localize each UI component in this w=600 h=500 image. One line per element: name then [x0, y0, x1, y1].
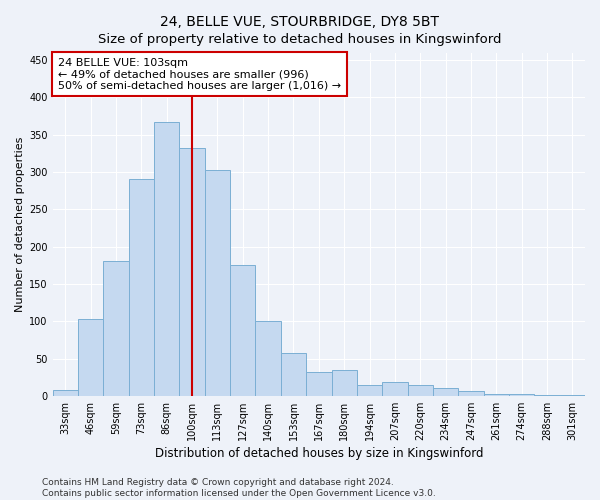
Bar: [458, 390, 484, 396]
Bar: [332, 370, 357, 396]
Bar: [230, 265, 256, 396]
Bar: [433, 388, 458, 396]
Bar: [535, 395, 560, 396]
Bar: [306, 372, 332, 396]
Text: 24 BELLE VUE: 103sqm
← 49% of detached houses are smaller (996)
50% of semi-deta: 24 BELLE VUE: 103sqm ← 49% of detached h…: [58, 58, 341, 91]
X-axis label: Distribution of detached houses by size in Kingswinford: Distribution of detached houses by size …: [155, 447, 483, 460]
Bar: [509, 394, 535, 396]
Bar: [560, 395, 585, 396]
Y-axis label: Number of detached properties: Number of detached properties: [15, 136, 25, 312]
Bar: [281, 354, 306, 396]
Bar: [484, 394, 509, 396]
Bar: [103, 262, 129, 396]
Text: 24, BELLE VUE, STOURBRIDGE, DY8 5BT: 24, BELLE VUE, STOURBRIDGE, DY8 5BT: [161, 15, 439, 29]
Bar: [179, 148, 205, 396]
Bar: [357, 384, 382, 396]
Bar: [154, 122, 179, 396]
Bar: [53, 390, 78, 396]
Bar: [78, 319, 103, 396]
Bar: [407, 384, 433, 396]
Bar: [382, 382, 407, 396]
Bar: [129, 180, 154, 396]
Text: Size of property relative to detached houses in Kingswinford: Size of property relative to detached ho…: [98, 32, 502, 46]
Bar: [205, 170, 230, 396]
Text: Contains HM Land Registry data © Crown copyright and database right 2024.
Contai: Contains HM Land Registry data © Crown c…: [42, 478, 436, 498]
Bar: [256, 321, 281, 396]
